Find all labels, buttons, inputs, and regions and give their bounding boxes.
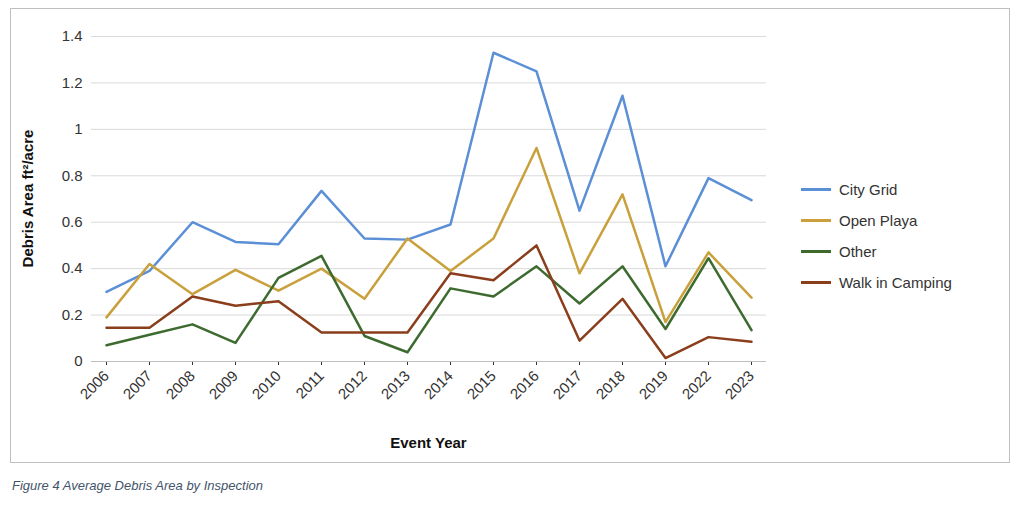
svg-text:2022: 2022 [678, 366, 714, 402]
svg-text:0: 0 [74, 352, 82, 369]
svg-text:2012: 2012 [334, 366, 370, 402]
svg-text:0.2: 0.2 [62, 305, 83, 322]
svg-text:2015: 2015 [463, 366, 499, 402]
html-text:Walk in Camping: Walk in Camping [839, 273, 952, 291]
svg-text:0.6: 0.6 [62, 213, 83, 230]
svg-text:2007: 2007 [119, 366, 155, 402]
svg-text:1.4: 1.4 [62, 27, 83, 44]
svg-text:1.2: 1.2 [62, 73, 83, 90]
svg-text:2006: 2006 [76, 366, 112, 402]
html-text:Figure 4 Average Debris Area b: Figure 4 Average Debris Area by Inspecti… [12, 478, 263, 493]
svg-text:2008: 2008 [162, 366, 198, 402]
html-text:City Grid: City Grid [839, 180, 898, 198]
svg-text:2018: 2018 [592, 366, 628, 402]
svg-text:Debris Area ft²/acre: Debris Area ft²/acre [19, 129, 36, 267]
svg-text:2016: 2016 [506, 366, 542, 402]
svg-text:2023: 2023 [721, 366, 757, 402]
html-text:Open Playa: Open Playa [839, 211, 918, 229]
svg-text:2014: 2014 [420, 366, 456, 402]
svg-text:2009: 2009 [205, 366, 241, 402]
svg-text:1: 1 [74, 120, 82, 137]
svg-text:2017: 2017 [549, 366, 585, 402]
svg-text:2011: 2011 [292, 366, 327, 401]
svg-text:2010: 2010 [248, 366, 284, 402]
svg-text:0.8: 0.8 [62, 166, 83, 183]
svg-text:Event Year: Event Year [390, 434, 467, 451]
svg-text:2019: 2019 [635, 366, 671, 402]
html-text:Other: Other [839, 242, 877, 260]
svg-text:0.4: 0.4 [62, 259, 83, 276]
svg-text:2013: 2013 [377, 366, 413, 402]
